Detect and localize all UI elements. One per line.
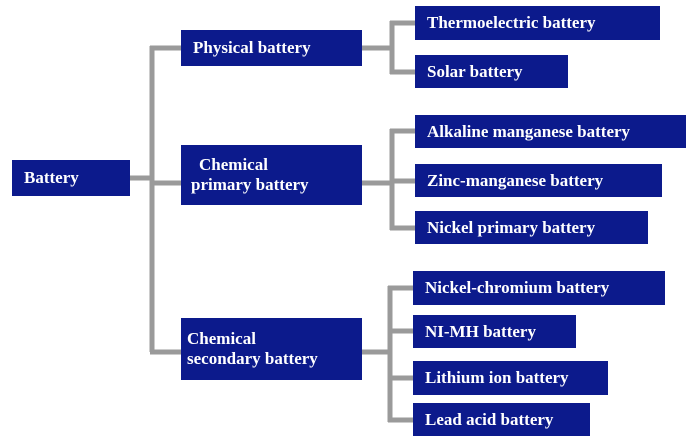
leaf-node: Alkaline manganese battery [415,115,686,148]
root-node: Battery [12,160,130,196]
leaf-node: Thermoelectric battery [415,6,660,40]
node-label: primary battery [191,175,309,194]
node-label: Thermoelectric battery [427,13,596,32]
node-label: Chemical [187,329,256,348]
group-node: Chemical secondary battery [181,318,362,380]
node-label: Physical battery [193,38,311,57]
node-label: NI-MH battery [425,321,536,341]
node-label: Chemical [199,155,268,174]
leaf-node: Lithium ion battery [413,361,608,395]
node-label: Alkaline manganese battery [427,121,631,141]
node-label: Lithium ion battery [425,368,569,387]
node-label: Zinc-manganese battery [427,170,604,190]
node-label: Battery [24,168,79,187]
leaf-node: Solar battery [415,55,568,88]
node-label: Nickel primary battery [427,217,596,237]
node-label: secondary battery [187,349,318,368]
leaf-node: Zinc-manganese battery [415,164,662,197]
leaf-node: NI-MH battery [413,315,576,348]
node-label: Nickel-chromium battery [425,278,610,297]
leaf-node: Lead acid battery [413,403,590,436]
leaf-node: Nickel-chromium battery [413,271,665,305]
node-label: Lead acid battery [425,409,554,429]
group-node: Chemical primary battery [181,145,362,205]
node-label: Solar battery [427,61,523,81]
leaf-node: Nickel primary battery [415,211,648,244]
group-node: Physical battery [181,30,362,66]
